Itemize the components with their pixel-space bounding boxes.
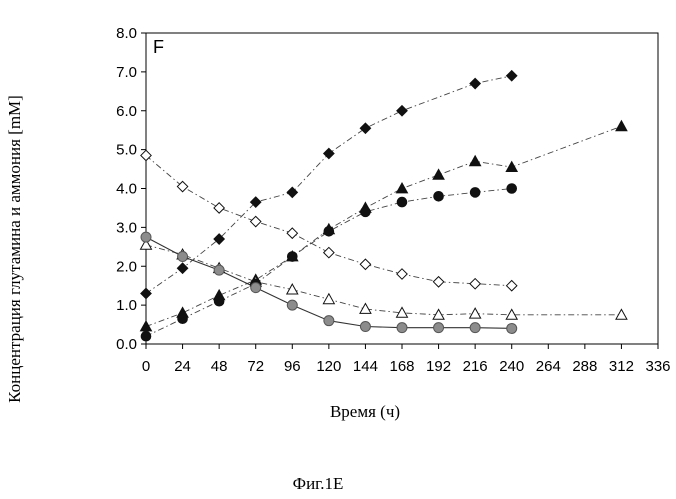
panel-label: F xyxy=(153,37,164,57)
data-point-filled-triangle xyxy=(432,168,445,180)
data-point-filled-circle xyxy=(360,206,371,218)
series-line-filled-diamond xyxy=(145,75,512,294)
y-tick-label: 4.0 xyxy=(116,181,137,198)
x-tick-label: 192 xyxy=(426,358,451,375)
data-point-open-diamond xyxy=(176,180,189,193)
plot-area: F xyxy=(139,32,659,345)
data-point-open-diamond xyxy=(322,246,335,259)
data-point-open-triangle xyxy=(468,307,482,319)
x-tick-label: 120 xyxy=(316,358,341,375)
data-point-filled-diamond xyxy=(249,196,262,209)
data-point-open-diamond xyxy=(140,149,152,162)
figure-caption: Фиг.1E xyxy=(293,474,344,493)
x-axis: 0 24 48 72 96 120 144 168 192 216 240 264 288 312 336 xyxy=(142,344,671,375)
data-point-filled-circle xyxy=(323,225,335,237)
x-tick-label: 336 xyxy=(645,358,670,375)
y-tick-label: 3.0 xyxy=(116,219,137,236)
y-tick-label: 6.0 xyxy=(116,103,137,120)
data-point-open-diamond xyxy=(286,227,299,240)
data-point-filled-diamond xyxy=(286,186,299,199)
x-tick-label: 216 xyxy=(463,358,488,375)
data-point-filled-circle xyxy=(213,295,225,307)
data-point-grey-circle xyxy=(213,264,225,276)
y-tick-label: 8.0 xyxy=(116,25,137,42)
data-point-filled-diamond xyxy=(505,69,518,82)
data-point-grey-circle xyxy=(506,322,518,334)
series-line-open-diamond xyxy=(145,155,512,287)
data-point-filled-diamond xyxy=(140,287,152,300)
data-point-filled-diamond xyxy=(396,104,408,117)
data-point-filled-triangle xyxy=(468,154,482,167)
x-tick-label: 24 xyxy=(174,358,191,375)
data-point-open-diamond xyxy=(396,268,408,280)
y-axis: 0.0 1.0 2.0 3.0 4.0 5.0 6.0 7.0 8.0 xyxy=(116,25,146,353)
data-point-open-diamond xyxy=(359,258,372,271)
series-markers xyxy=(139,69,628,342)
x-tick-label: 0 xyxy=(142,358,150,375)
data-point-grey-circle xyxy=(140,231,152,243)
x-tick-label: 72 xyxy=(247,358,264,375)
data-point-grey-circle xyxy=(177,251,189,263)
series-line-open-triangle xyxy=(145,244,622,316)
data-point-grey-circle xyxy=(359,321,371,333)
data-point-open-diamond xyxy=(469,277,482,290)
data-point-open-triangle xyxy=(359,302,372,314)
x-tick-label: 168 xyxy=(389,358,414,375)
data-point-open-triangle xyxy=(139,238,153,250)
data-point-filled-diamond xyxy=(213,233,226,245)
x-tick-label: 144 xyxy=(353,358,378,375)
data-point-filled-circle xyxy=(433,190,444,202)
data-point-grey-circle xyxy=(396,322,408,334)
data-point-open-triangle xyxy=(285,283,299,295)
y-axis-title: Концентрация глутамина и аммония [mM] xyxy=(5,95,24,403)
data-point-filled-diamond xyxy=(176,262,189,275)
data-point-open-diamond xyxy=(505,279,518,292)
data-point-grey-circle xyxy=(286,299,298,311)
data-point-grey-circle xyxy=(250,282,262,294)
data-point-grey-circle xyxy=(469,322,481,334)
data-point-open-triangle xyxy=(432,308,445,320)
x-tick-label: 240 xyxy=(499,358,524,375)
data-point-filled-circle xyxy=(140,330,152,342)
data-point-filled-circle xyxy=(469,187,481,198)
data-point-filled-circle xyxy=(177,313,188,325)
data-point-grey-circle xyxy=(433,322,445,334)
data-point-open-diamond xyxy=(213,202,226,214)
data-point-filled-diamond xyxy=(322,147,335,160)
x-tick-label: 312 xyxy=(609,358,634,375)
y-tick-label: 1.0 xyxy=(116,297,137,314)
data-point-filled-circle xyxy=(286,251,298,262)
data-point-filled-circle xyxy=(396,196,408,208)
y-tick-label: 0.0 xyxy=(116,336,137,353)
data-point-filled-triangle xyxy=(505,160,519,173)
y-tick-label: 7.0 xyxy=(116,64,137,81)
data-point-open-triangle xyxy=(322,292,336,305)
data-point-filled-triangle xyxy=(395,181,409,194)
x-tick-label: 96 xyxy=(284,358,301,375)
x-axis-title: Время (ч) xyxy=(330,402,400,421)
x-tick-label: 264 xyxy=(536,358,561,375)
series-line-filled-triangle xyxy=(145,125,622,327)
data-point-filled-diamond xyxy=(469,77,482,90)
x-tick-label: 288 xyxy=(572,358,597,375)
data-point-open-diamond xyxy=(432,275,445,288)
data-point-open-triangle xyxy=(615,308,628,320)
data-point-filled-circle xyxy=(506,183,518,194)
data-point-filled-triangle xyxy=(615,119,628,132)
data-point-filled-diamond xyxy=(359,122,372,135)
y-tick-label: 5.0 xyxy=(116,142,137,159)
data-point-open-triangle xyxy=(395,306,409,318)
data-point-open-triangle xyxy=(505,308,519,320)
data-point-open-diamond xyxy=(249,215,262,228)
x-tick-label: 48 xyxy=(211,358,228,375)
data-point-grey-circle xyxy=(323,315,335,327)
y-tick-label: 2.0 xyxy=(116,258,137,275)
data-point-filled-triangle xyxy=(139,319,153,332)
